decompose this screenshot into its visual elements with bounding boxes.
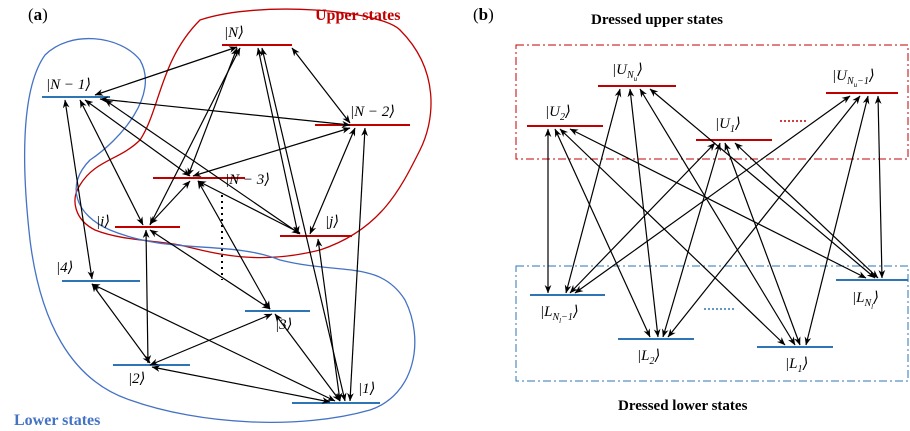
arrow-N1-N: [94, 46, 238, 96]
upper-states-title: Upper states: [315, 7, 400, 24]
dressed-upper-title: Dressed upper states: [591, 12, 723, 28]
dressed-lower-box: [515, 265, 909, 382]
arrow-i-2: [142, 229, 152, 364]
level-LNl-1-label: |LNl−1⟩: [540, 304, 579, 325]
lower-states-title: Lower states: [14, 412, 100, 429]
arrow-N3-i: [149, 180, 191, 225]
arrow-i-3: [149, 229, 271, 310]
panel-b-label: (b): [473, 5, 494, 24]
level-i-label: |i⟩: [96, 214, 110, 230]
level-U2-label: |U2⟩: [545, 104, 571, 123]
upper-states-region: [74, 8, 432, 259]
arrow-N1-j: [104, 99, 301, 235]
arrow-N1-N2: [99, 96, 351, 128]
level-UNu-label: |UNu⟩: [612, 62, 643, 83]
arrow-N-N2: [291, 47, 351, 124]
level-LNl-label: |LNl⟩: [852, 290, 879, 311]
arrow-N2-1: [347, 127, 368, 402]
level-UNu-1-label: |UNu−1⟩: [832, 68, 875, 89]
arrow-N3-3: [197, 180, 271, 310]
arrow-N-j: [256, 47, 300, 235]
arrow-U1-L1: [724, 142, 801, 346]
transitions-a: [62, 46, 368, 404]
arrow-N1-4: [62, 99, 95, 280]
arrow-UNu1-LNl1: [574, 95, 851, 294]
panel-a-label: (a): [28, 5, 48, 24]
dressed-lower-title: Dressed lower states: [618, 398, 748, 414]
level-L2-label: |L2⟩: [637, 348, 660, 367]
level-N-label: |N⟩: [224, 25, 244, 41]
level-N-3-label: |N − 3⟩: [225, 172, 270, 188]
level-j-label: |j⟩: [325, 214, 339, 230]
transitions-b: [544, 88, 886, 346]
arrow-UNu1-L2: [667, 95, 861, 338]
panel-b: (b) Dressed upper states Dressed lower s…: [473, 5, 909, 414]
arrow-UNu1-L1: [804, 95, 870, 346]
level-N-2-label: |N − 2⟩: [350, 104, 395, 120]
arrow-UNu-LNl: [649, 88, 876, 279]
arrow-UNu1-LNl: [874, 95, 886, 279]
arrow-N2-N3: [192, 127, 351, 177]
arrow-UNu-LNl1: [564, 88, 622, 294]
arrow-U2-L2: [554, 128, 651, 338]
arrow-2-1: [151, 365, 331, 404]
levels-a: |N⟩ |N − 1⟩ |N − 2⟩ |N − 3⟩ |i⟩ |j⟩ |4⟩ …: [42, 25, 410, 404]
level-1-label: |1⟩: [358, 381, 375, 397]
dressed-upper-box: [515, 44, 909, 160]
level-4-label: |4⟩: [56, 260, 73, 276]
arrow-UNu-L2: [627, 88, 661, 338]
arrow-3-2: [149, 313, 273, 366]
level-N-1-label: |N − 1⟩: [46, 77, 91, 93]
level-2-label: |2⟩: [128, 371, 145, 387]
arrow-N-i: [149, 47, 241, 226]
level-U1-label: |U1⟩: [715, 116, 741, 135]
level-L1-label: |L1⟩: [785, 356, 808, 375]
arrow-U2-L1: [559, 128, 786, 346]
panel-a: (a) Upper states Lower states |N⟩ |N − 1…: [14, 5, 432, 429]
arrow-4-2: [91, 283, 151, 364]
